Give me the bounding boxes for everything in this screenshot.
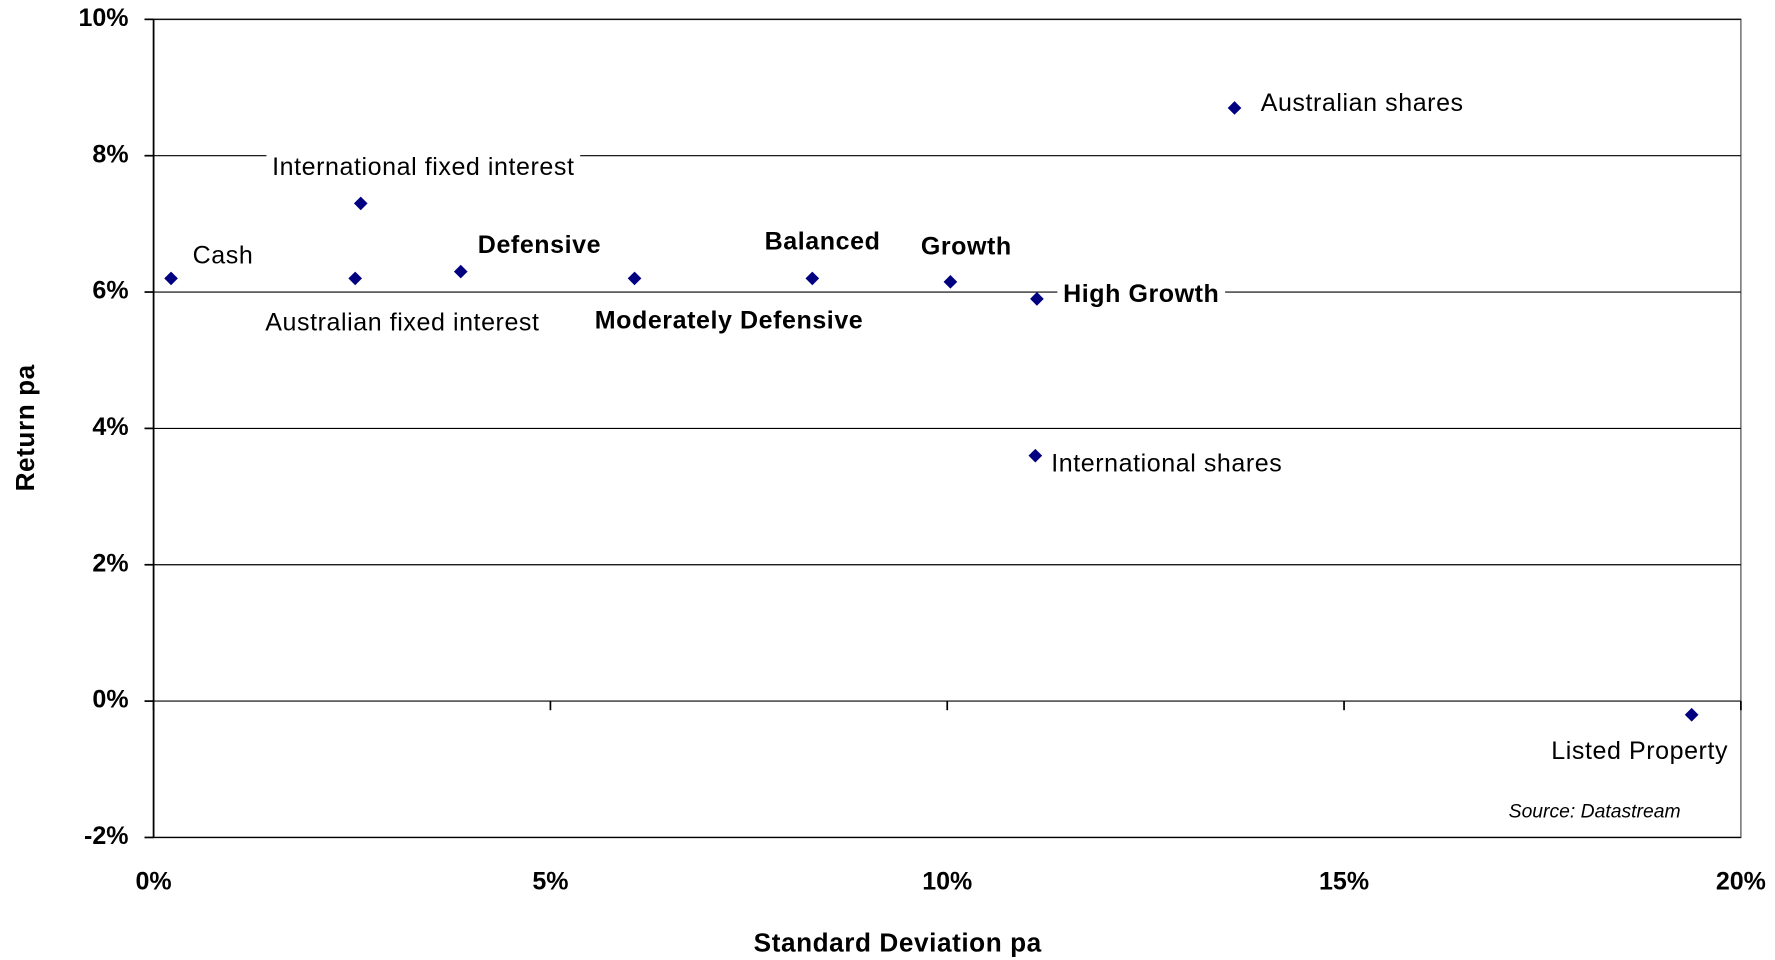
label-background — [1545, 736, 1734, 765]
x-tick-label: 10% — [922, 868, 972, 896]
x-tick-label: 0% — [136, 868, 172, 896]
y-tick-label: 2% — [92, 549, 128, 577]
label-background — [915, 232, 1018, 261]
point-label: Growth — [921, 232, 1012, 260]
point-label: High Growth — [1063, 280, 1219, 308]
label-background — [1255, 89, 1470, 118]
point — [943, 274, 958, 289]
y-tick-label: 8% — [92, 140, 128, 168]
y-tick-label: 0% — [92, 686, 128, 714]
point-label: International fixed interest — [272, 153, 574, 181]
point-label: Listed Property — [1551, 737, 1728, 765]
point — [1028, 448, 1043, 463]
point-label: International shares — [1051, 449, 1282, 477]
point — [164, 271, 178, 286]
source-note: Source: Datastream — [1509, 801, 1681, 823]
point — [348, 271, 363, 286]
point-label: Moderately Defensive — [595, 306, 864, 334]
x-axis-title: Standard Deviation pa — [754, 927, 1042, 957]
point — [453, 264, 468, 279]
x-tick-label: 20% — [1716, 868, 1766, 896]
point-label: Australian shares — [1261, 89, 1464, 117]
label-background — [1045, 449, 1289, 478]
y-tick-label: 6% — [92, 277, 128, 305]
label-background — [472, 231, 607, 260]
point — [1227, 101, 1242, 115]
y-tick-label: -2% — [84, 822, 128, 850]
y-axis-title: Return pa — [10, 364, 40, 491]
y-tick-label: 10% — [78, 4, 128, 32]
point — [627, 271, 642, 286]
label-background — [758, 227, 887, 256]
label-background — [1057, 280, 1226, 309]
label-background — [259, 308, 546, 337]
x-tick-label: 5% — [532, 868, 568, 896]
label-background — [186, 241, 260, 270]
point — [1684, 707, 1699, 722]
point — [1030, 292, 1044, 306]
point-label: Defensive — [478, 231, 601, 259]
point-label: Cash — [193, 241, 254, 269]
label-background — [266, 152, 581, 181]
point-label: Australian fixed interest — [265, 309, 539, 337]
point-label: Balanced — [765, 228, 881, 256]
x-tick-label: 15% — [1319, 868, 1369, 896]
y-tick-label: 4% — [92, 413, 128, 441]
label-background — [589, 306, 870, 335]
